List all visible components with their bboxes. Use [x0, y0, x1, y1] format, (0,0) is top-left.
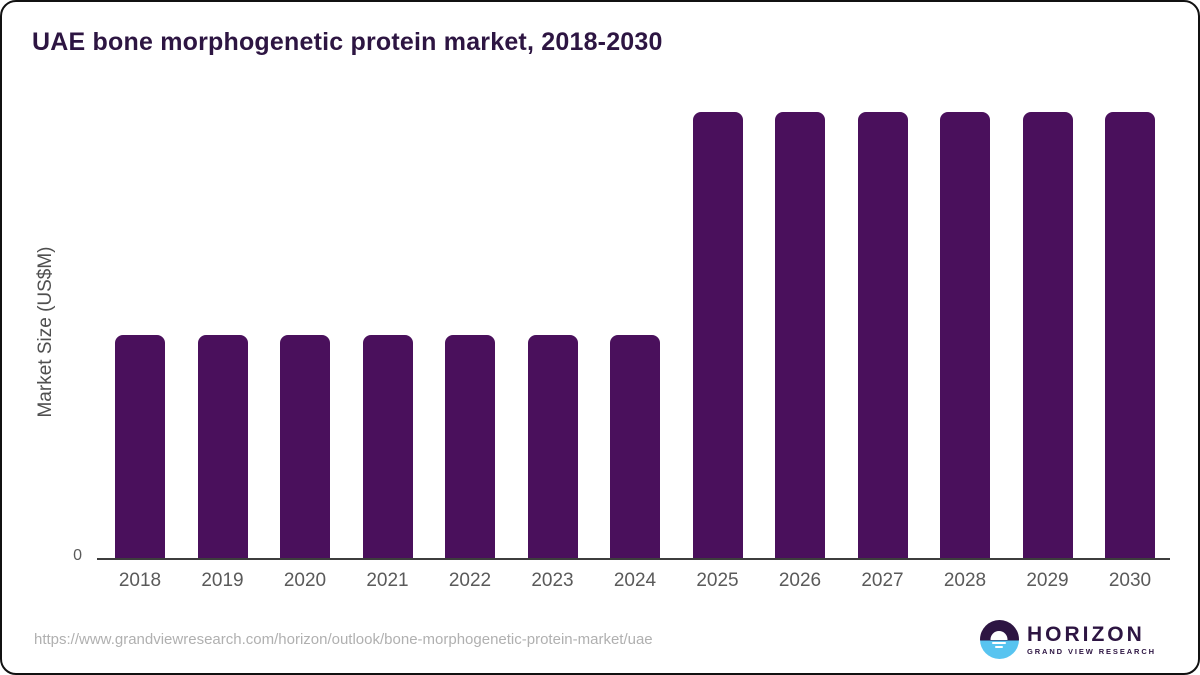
y-tick-zero: 0 [73, 547, 82, 564]
x-tick-label-2030: 2030 [1108, 570, 1152, 591]
bar-2025 [692, 112, 743, 558]
source-url: https://www.grandviewresearch.com/horizo… [34, 631, 653, 648]
bar-2030 [1105, 112, 1155, 558]
x-tick-label-2027: 2027 [861, 570, 904, 591]
bar-2027 [857, 112, 908, 558]
x-tick-label-2023: 2023 [531, 570, 574, 591]
x-tick-label-2025: 2025 [696, 570, 739, 591]
bar-2020 [280, 335, 330, 558]
logo-text-block: HORIZON GRAND VIEW RESEARCH [1027, 623, 1156, 656]
x-tick-label-2018: 2018 [118, 570, 162, 591]
x-tick-label-2029: 2029 [1026, 570, 1069, 591]
bar-2026 [775, 112, 825, 558]
sun-icon [990, 631, 1008, 641]
x-tick-label-2021: 2021 [366, 570, 409, 591]
bar-2028 [940, 112, 990, 558]
bar-2018 [115, 335, 165, 558]
horizon-logo: HORIZON GRAND VIEW RESEARCH [979, 620, 1156, 659]
sun-reflection-line [995, 645, 1004, 649]
y-axis-title: Market Size (US$M) [35, 246, 56, 418]
x-axis-line [97, 558, 1170, 560]
x-tick-label-2024: 2024 [613, 570, 657, 591]
x-tick-label-2020: 2020 [283, 570, 327, 591]
bar-2022 [445, 335, 495, 558]
bar-2021 [362, 335, 413, 558]
logo-subtext: GRAND VIEW RESEARCH [1026, 647, 1156, 657]
sun-reflection-line [992, 641, 1007, 645]
plot-area [115, 112, 1155, 558]
x-tick-label-2028: 2028 [943, 570, 987, 591]
chart-title: UAE bone morphogenetic protein market, 2… [32, 28, 663, 56]
x-tick-label-2026: 2026 [778, 570, 822, 591]
bar-2023 [527, 335, 578, 558]
x-axis-labels: 2018 2019 2020 2021 2022 2023 2024 2025 2026 2027… [115, 570, 1155, 596]
x-tick-label-2022: 2022 [448, 570, 492, 591]
logo-wordmark: HORIZON [1026, 622, 1145, 646]
x-tick-label-2019: 2019 [201, 570, 244, 591]
sun-horizon-icon [979, 620, 1019, 659]
bar-2024 [610, 335, 660, 558]
bar-2019 [197, 335, 248, 558]
bar-2029 [1022, 112, 1073, 558]
